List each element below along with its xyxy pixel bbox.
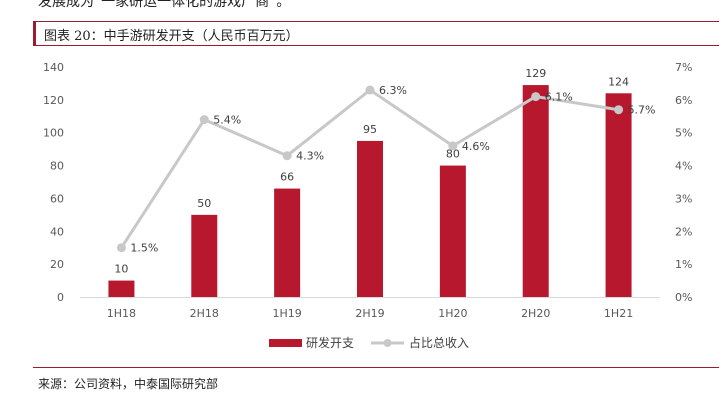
y-left-tick-label: 120 — [43, 94, 64, 107]
y-left-tick-label: 60 — [50, 192, 64, 205]
source-note: 来源：公司资料，中泰国际研究部 — [38, 377, 219, 391]
bar — [605, 93, 632, 298]
bar — [274, 188, 301, 297]
figure-title-frame: 图表 20：中手游研发开支（人民币百万元） — [33, 21, 719, 46]
legend-line-marker — [383, 339, 392, 347]
bar — [357, 140, 383, 297]
legend-line-label: 占比总收入 — [409, 335, 469, 350]
bar — [108, 280, 135, 297]
y-right-tick-label: 6% — [675, 94, 692, 107]
bar — [439, 165, 466, 297]
ratio-point — [448, 141, 458, 151]
y-right-tick-label: 3% — [675, 192, 692, 205]
x-tick-label: 2H18 — [190, 307, 219, 320]
ratio-value-label: 6.3% — [379, 84, 407, 97]
y-left-tick-label: 100 — [43, 127, 64, 140]
bar — [522, 85, 549, 297]
ratio-point — [365, 85, 375, 95]
combo-chart: 0 20 40 60 80 100 120 140 0% 1% 2% 3% 4% 5% 6% 7% 10 50 66… — [43, 61, 692, 350]
y-right-tick-label: 2% — [675, 225, 692, 238]
ratio-point — [282, 151, 292, 161]
x-tick-label: 2H19 — [355, 307, 384, 320]
x-tick-label: 1H18 — [107, 307, 136, 320]
ratio-point — [116, 243, 126, 253]
bar-value-label: 95 — [363, 123, 377, 136]
figure-bottom-rule — [33, 367, 719, 368]
bar-value-label: 124 — [608, 75, 629, 88]
x-tick-label: 1H19 — [273, 307, 302, 320]
bar-value-label: 80 — [446, 148, 460, 161]
y-right-tick-label: 0% — [675, 291, 692, 304]
y-right-tick-label: 5% — [675, 127, 692, 140]
ratio-value-label: 5.4% — [213, 114, 241, 127]
x-tick-label: 1H21 — [604, 307, 633, 320]
ratio-value-label: 4.6% — [462, 140, 490, 153]
y-left-tick-label: 20 — [50, 258, 64, 271]
x-tick-label: 1H20 — [438, 307, 467, 320]
x-tick-label: 2H20 — [521, 307, 550, 320]
figure-title: 图表 20：中手游研发开支（人民币百万元） — [44, 29, 299, 44]
preceding-paragraph-text: 发展成为“一家研运一体化的游戏厂商”。 — [38, 0, 291, 10]
y-left-tick-label: 40 — [50, 225, 64, 238]
y-right-tick-label: 1% — [675, 258, 692, 271]
ratio-point — [614, 105, 624, 115]
bar-value-label: 50 — [197, 197, 211, 210]
bar — [191, 214, 218, 297]
ratio-value-label: 4.3% — [296, 150, 324, 163]
ratio-point — [199, 115, 209, 125]
bar-value-label: 66 — [280, 171, 294, 184]
y-left-tick-label: 0 — [57, 291, 64, 304]
legend-bar-label: 研发开支 — [306, 335, 354, 350]
y-left-tick-label: 80 — [50, 160, 64, 173]
ratio-value-label: 6.1% — [545, 91, 573, 104]
ratio-value-label: 1.5% — [130, 242, 158, 255]
ratio-point — [531, 92, 541, 102]
y-left-tick-label: 140 — [43, 61, 64, 74]
legend-bar-swatch — [269, 339, 302, 347]
bar-value-label: 129 — [525, 67, 546, 80]
y-right-tick-label: 4% — [675, 160, 692, 173]
bar-value-label: 10 — [114, 263, 128, 276]
y-right-tick-label: 7% — [675, 61, 692, 74]
ratio-value-label: 5.7% — [628, 104, 656, 117]
